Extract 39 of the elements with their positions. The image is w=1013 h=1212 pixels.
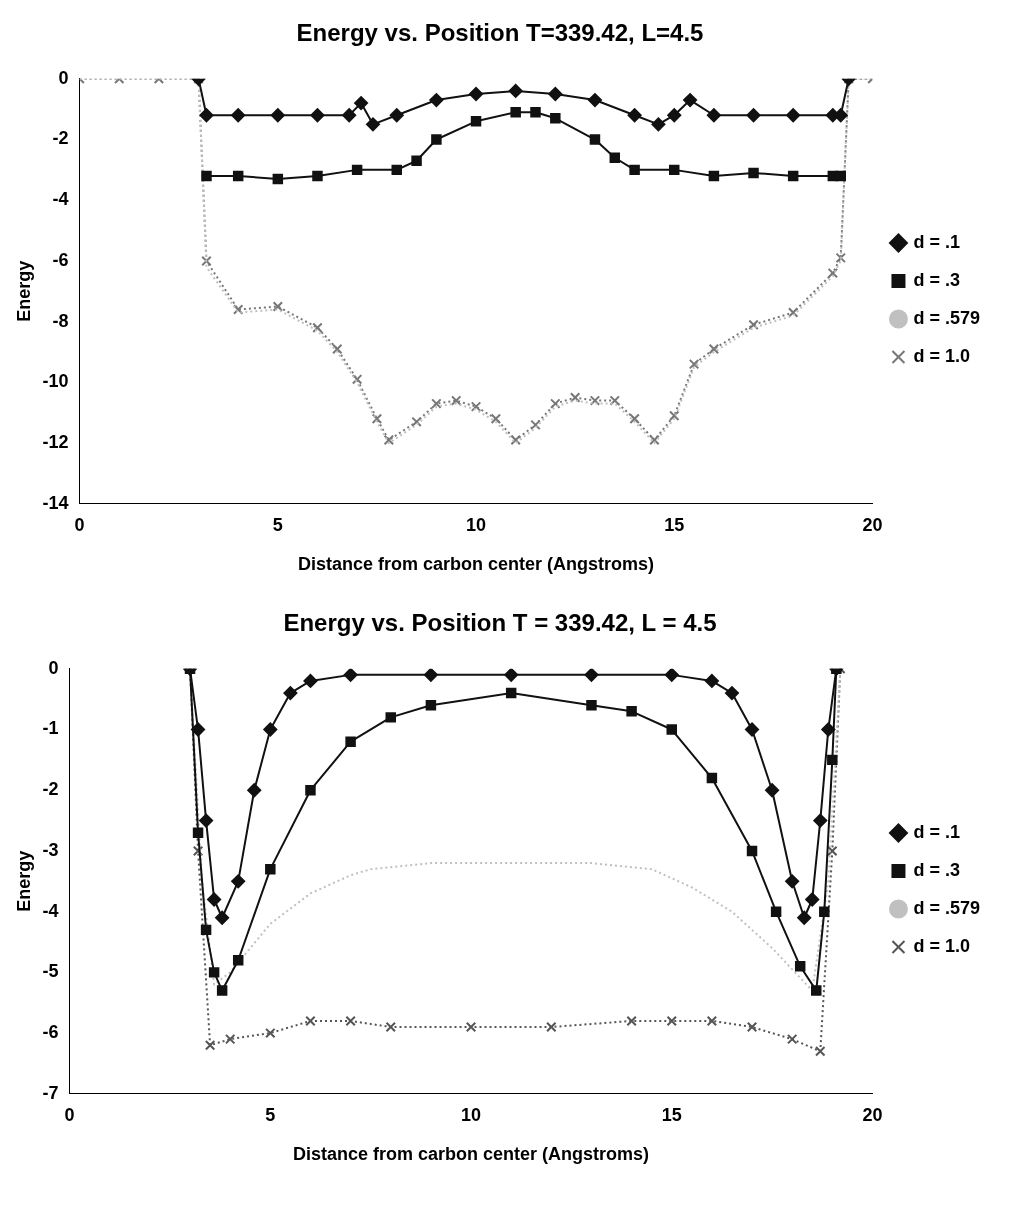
x-tick-label: 5 <box>272 514 283 535</box>
legend-label: d = .3 <box>913 269 960 290</box>
x-tick-label: 20 <box>862 514 883 535</box>
y-axis-title: Energy <box>13 850 34 912</box>
x-tick-label: 10 <box>461 1104 482 1125</box>
y-axis-title: Energy <box>13 260 34 322</box>
y-tick-label: 0 <box>58 67 69 88</box>
x-tick-label: 15 <box>661 1104 682 1125</box>
chart-title: Energy vs. Position T = 339.42, L = 4.5 <box>283 609 717 637</box>
legend-label: d = .1 <box>913 231 960 252</box>
y-tick-label: -4 <box>52 189 69 210</box>
y-tick-label: -8 <box>52 310 69 331</box>
x-axis-title: Distance from carbon center (Angstroms) <box>298 554 655 575</box>
chart-title: Energy vs. Position T=339.42, L=4.5 <box>296 19 704 47</box>
y-tick-label: -12 <box>42 432 69 453</box>
y-tick-label: -1 <box>42 718 59 739</box>
y-tick-label: -6 <box>52 249 69 270</box>
y-tick-label: 0 <box>48 657 59 678</box>
y-tick-label: -4 <box>42 900 59 921</box>
y-tick-label: -2 <box>42 779 59 800</box>
x-tick-label: 0 <box>74 514 85 535</box>
legend-label: d = .579 <box>913 307 980 328</box>
x-tick-label: 20 <box>862 1104 883 1125</box>
y-tick-label: -14 <box>42 492 69 513</box>
legend-label: d = .3 <box>913 859 960 880</box>
legend-label: d = .579 <box>913 897 980 918</box>
y-tick-label: -7 <box>42 1082 59 1103</box>
x-tick-label: 10 <box>466 514 487 535</box>
y-tick-label: -2 <box>52 128 69 149</box>
legend-label: d = 1.0 <box>913 345 970 366</box>
y-tick-label: -3 <box>42 839 59 860</box>
x-tick-label: 5 <box>265 1104 276 1125</box>
x-axis-title: Distance from carbon center (Angstroms) <box>292 1144 650 1165</box>
y-tick-label: -6 <box>42 1022 59 1043</box>
legend-label: d = 1.0 <box>913 935 970 956</box>
x-tick-label: 15 <box>664 514 685 535</box>
y-tick-label: -5 <box>42 961 59 982</box>
y-tick-label: -10 <box>42 371 69 392</box>
legend-label: d = .1 <box>913 821 960 842</box>
